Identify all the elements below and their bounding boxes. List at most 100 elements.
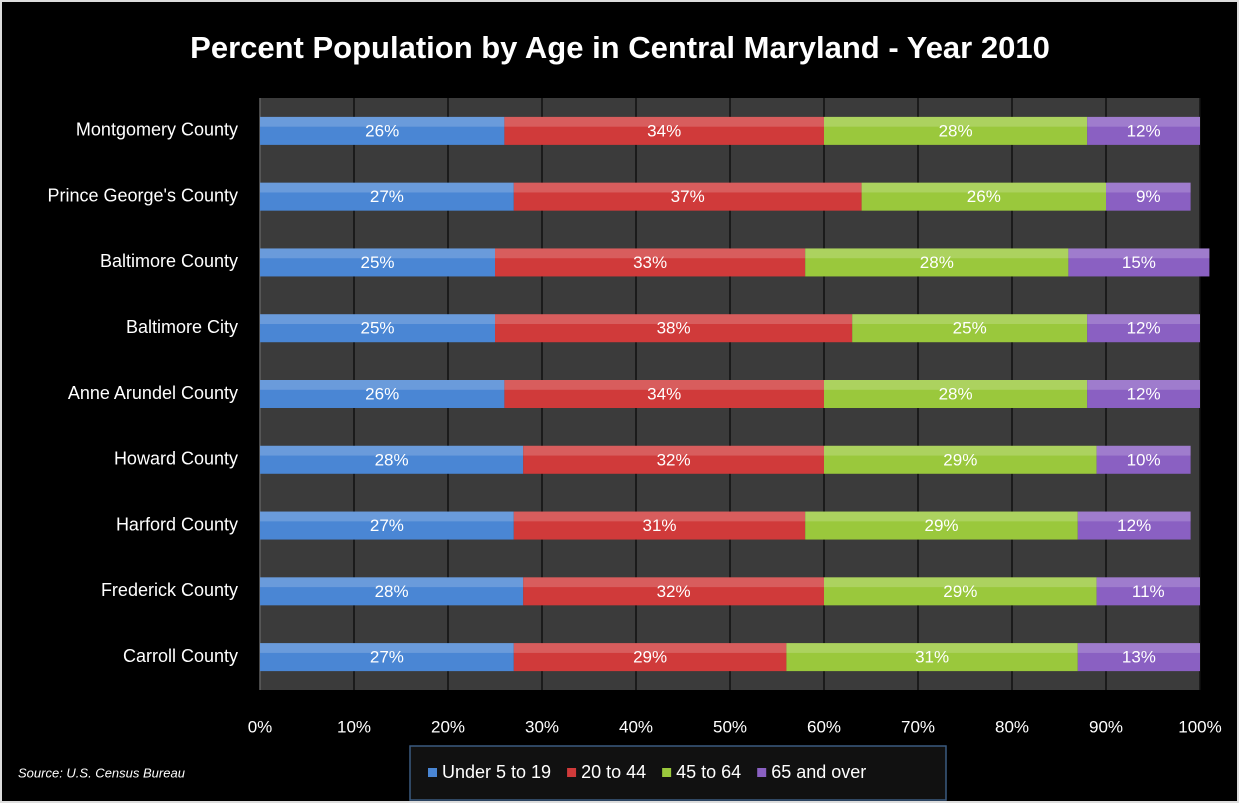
y-tick-label: Baltimore County: [100, 251, 238, 271]
bar-segment: [523, 577, 824, 606]
bar-segment: [852, 314, 1088, 343]
bar-segment: [786, 643, 1078, 672]
data-label: 12%: [1127, 121, 1161, 140]
data-label: 34%: [647, 384, 681, 403]
data-label: 27%: [370, 648, 404, 667]
bar-shine: [513, 511, 806, 522]
data-label: 31%: [915, 648, 949, 667]
bar-shine: [824, 577, 1097, 588]
bar-segment: [513, 643, 787, 672]
bar-segment: [1106, 182, 1191, 211]
bar-shine: [1106, 182, 1191, 193]
legend-label: Under 5 to 19: [442, 762, 551, 782]
bar-segment: [824, 577, 1097, 606]
bar-segment: [1096, 577, 1200, 606]
bar-shine: [513, 182, 862, 193]
data-label: 29%: [943, 450, 977, 469]
data-label: 13%: [1122, 648, 1156, 667]
x-tick-label: 20%: [431, 717, 465, 736]
bar-segment: [504, 116, 824, 145]
bar-shine: [523, 577, 824, 588]
data-label: 12%: [1127, 319, 1161, 338]
bar-segment: [523, 445, 824, 474]
data-label: 32%: [657, 450, 691, 469]
bar-segment: [260, 445, 524, 474]
data-label: 28%: [939, 121, 973, 140]
y-tick-label: Prince George's County: [47, 185, 238, 205]
bar-shine: [504, 116, 824, 127]
data-label: 10%: [1127, 450, 1161, 469]
data-label: 29%: [943, 582, 977, 601]
bar-shine: [1087, 314, 1200, 325]
data-label: 33%: [633, 253, 667, 272]
bar-shine: [260, 248, 495, 259]
x-tick-label: 10%: [337, 717, 371, 736]
legend-label: 45 to 64: [676, 762, 741, 782]
bar-shine: [824, 116, 1088, 127]
bar-segment: [260, 248, 495, 277]
bar-segment: [260, 511, 514, 540]
bar-shine: [824, 445, 1097, 456]
bar-shine: [805, 248, 1069, 259]
data-label: 27%: [370, 187, 404, 206]
bar-shine: [852, 314, 1088, 325]
x-tick-label: 50%: [713, 717, 747, 736]
x-tick-label: 30%: [525, 717, 559, 736]
bar-shine: [786, 643, 1078, 653]
legend-box: [409, 745, 947, 801]
bar-segment: [824, 445, 1097, 474]
bar-segment: [1068, 248, 1210, 277]
data-label: 38%: [657, 319, 691, 338]
data-label: 28%: [375, 450, 409, 469]
bar-segment: [805, 511, 1078, 540]
data-label: 32%: [657, 582, 691, 601]
data-label: 9%: [1136, 187, 1161, 206]
bar-shine: [260, 314, 495, 325]
bar-segment: [260, 643, 514, 672]
bar-shine: [513, 643, 787, 653]
bar-shine: [260, 380, 505, 390]
bar-segment: [805, 248, 1069, 277]
data-label: 12%: [1127, 384, 1161, 403]
data-label: 28%: [920, 253, 954, 272]
x-tick-label: 60%: [807, 717, 841, 736]
bar-shine: [861, 182, 1106, 193]
bar-segment: [824, 116, 1088, 145]
x-tick-label: 70%: [901, 717, 935, 736]
bar-segment: [260, 182, 514, 211]
bar-segment: [260, 314, 495, 343]
data-label: 12%: [1117, 516, 1151, 535]
y-tick-label: Harford County: [116, 514, 238, 534]
data-label: 26%: [967, 187, 1001, 206]
x-tick-label: 90%: [1089, 717, 1123, 736]
legend-label: 65 and over: [771, 762, 866, 782]
bar-segment: [1077, 643, 1200, 672]
y-tick-label: Baltimore City: [126, 317, 238, 337]
bar-shine: [1068, 248, 1210, 259]
bar-shine: [1096, 577, 1200, 588]
bar-shine: [1096, 445, 1191, 456]
y-tick-label: Frederick County: [101, 580, 238, 600]
x-tick-label: 0%: [248, 717, 273, 736]
bar-shine: [260, 511, 514, 522]
legend-swatch: [428, 768, 437, 777]
data-label: 25%: [360, 319, 394, 338]
x-tick-label: 40%: [619, 717, 653, 736]
bar-shine: [523, 445, 824, 456]
data-label: 29%: [633, 648, 667, 667]
bar-segment: [1087, 380, 1200, 408]
data-label: 26%: [365, 121, 399, 140]
data-label: 28%: [375, 582, 409, 601]
bar-segment: [824, 380, 1088, 408]
bar-segment: [504, 380, 824, 408]
data-label: 27%: [370, 516, 404, 535]
bar-shine: [260, 445, 524, 456]
bar-shine: [504, 380, 824, 390]
bar-segment: [495, 314, 853, 343]
bar-shine: [260, 643, 514, 653]
data-label: 29%: [924, 516, 958, 535]
bar-shine: [495, 248, 806, 259]
bar-shine: [260, 116, 505, 127]
bar-segment: [260, 577, 524, 606]
